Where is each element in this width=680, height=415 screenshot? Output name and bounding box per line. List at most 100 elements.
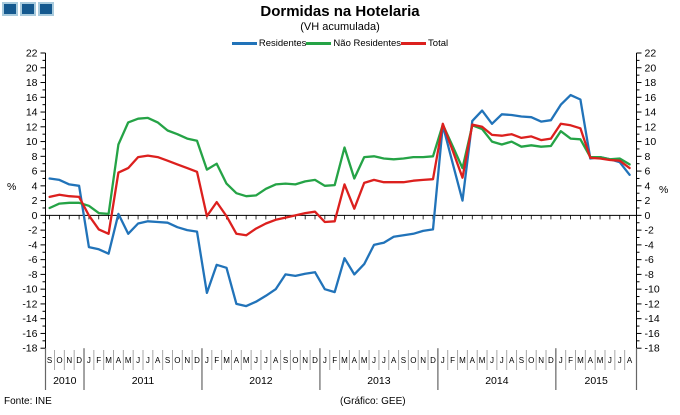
month-label: O	[410, 356, 416, 365]
y-axis-label-right: 4	[645, 180, 651, 192]
month-label: J	[490, 356, 494, 365]
month-label: D	[312, 356, 318, 365]
credit-note: (Gráfico: GEE)	[340, 396, 406, 407]
y-axis-label-right: -8	[645, 269, 654, 281]
legend-label: Residentes	[258, 38, 307, 49]
month-label: M	[361, 356, 368, 365]
source-note: Fonte: INE	[4, 396, 52, 407]
legend-item: Total	[401, 38, 448, 49]
y-axis-label-right: -6	[645, 254, 654, 266]
month-label: A	[627, 356, 633, 365]
month-label: J	[441, 356, 445, 365]
legend-swatch	[306, 42, 332, 45]
y-axis-label-right: -16	[645, 328, 660, 340]
y-axis-label-left: 12	[26, 121, 38, 133]
y-axis-label-right: 14	[645, 107, 657, 119]
y-axis-label-right: 12	[645, 121, 657, 133]
month-label: J	[372, 356, 376, 365]
y-axis-label-right: -2	[645, 225, 654, 237]
month-label: S	[401, 356, 406, 365]
month-label: F	[332, 356, 337, 365]
month-label: N	[66, 356, 72, 365]
chart-legend: Residentes Não Residentes Total	[0, 38, 680, 49]
y-axis-label-left: 14	[26, 107, 38, 119]
legend-label: Total	[428, 38, 449, 49]
y-axis-label-right: -12	[645, 298, 660, 310]
y-axis-label-left: -12	[22, 298, 37, 310]
y-axis-label-left: -14	[22, 313, 37, 325]
month-label: M	[105, 356, 112, 365]
month-label: D	[548, 356, 554, 365]
month-label: J	[559, 356, 563, 365]
month-label: A	[470, 356, 476, 365]
chart-title: Dormidas na Hotelaria	[260, 3, 420, 20]
month-label: N	[302, 356, 308, 365]
y-axis-label-right: -10	[645, 284, 660, 296]
y-axis-label-left: 10	[26, 136, 38, 148]
year-label: 2013	[367, 375, 391, 387]
month-label: J	[382, 356, 386, 365]
y-axis-label-left: -10	[22, 284, 37, 296]
y-axis-label-right: 8	[645, 151, 651, 163]
month-label: J	[205, 356, 209, 365]
month-label: J	[500, 356, 504, 365]
legend-item: Não Residentes	[306, 38, 401, 49]
y-axis-label-right: -4	[645, 239, 654, 251]
month-label: A	[155, 356, 161, 365]
month-label: D	[76, 356, 82, 365]
year-label: 2010	[53, 375, 77, 387]
logo-squares	[2, 2, 54, 16]
month-label: O	[292, 356, 298, 365]
month-label: J	[87, 356, 91, 365]
month-label: S	[47, 356, 52, 365]
month-label: A	[391, 356, 397, 365]
month-label: S	[165, 356, 170, 365]
y-axis-label-right: 6	[645, 166, 651, 178]
y-axis-label-left: -4	[28, 239, 37, 251]
logo-square	[38, 2, 54, 16]
month-label: N	[538, 356, 544, 365]
month-label: A	[509, 356, 515, 365]
logo-square	[2, 2, 18, 16]
series-line-não-residentes	[48, 116, 631, 216]
month-label: N	[420, 356, 426, 365]
percent-label-left: %	[7, 181, 16, 193]
month-label: O	[528, 356, 534, 365]
y-axis-label-right: -18	[645, 343, 660, 355]
month-label: M	[223, 356, 230, 365]
y-axis-label-left: 2	[32, 195, 38, 207]
month-label: A	[588, 356, 594, 365]
legend-swatch	[231, 42, 257, 45]
y-axis-label-left: 8	[32, 151, 38, 163]
percent-label-right: %	[659, 184, 668, 196]
month-label: M	[243, 356, 250, 365]
month-label: J	[323, 356, 327, 365]
month-label: M	[341, 356, 348, 365]
y-axis-label-left: 4	[32, 180, 38, 192]
y-axis-label-left: 0	[32, 210, 38, 222]
month-label: M	[459, 356, 466, 365]
y-axis-label-left: -6	[28, 254, 37, 266]
y-axis-label-right: 18	[645, 77, 657, 89]
month-label: M	[479, 356, 486, 365]
month-label: A	[352, 356, 358, 365]
series-line-residentes	[48, 93, 631, 308]
y-axis-label-left: -8	[28, 269, 37, 281]
y-axis-label-left: 6	[32, 166, 38, 178]
year-label: 2014	[485, 375, 509, 387]
month-label: A	[234, 356, 240, 365]
y-axis-label-left: -2	[28, 225, 37, 237]
month-label: S	[283, 356, 288, 365]
month-label: A	[273, 356, 279, 365]
y-axis-label-right: 10	[645, 136, 657, 148]
month-label: F	[450, 356, 455, 365]
y-axis-label-left: -18	[22, 343, 37, 355]
month-label: J	[136, 356, 140, 365]
month-label: F	[214, 356, 219, 365]
y-axis-label-right: 0	[645, 210, 651, 222]
month-label: N	[184, 356, 190, 365]
legend-swatch	[401, 42, 427, 45]
month-label: F	[568, 356, 573, 365]
